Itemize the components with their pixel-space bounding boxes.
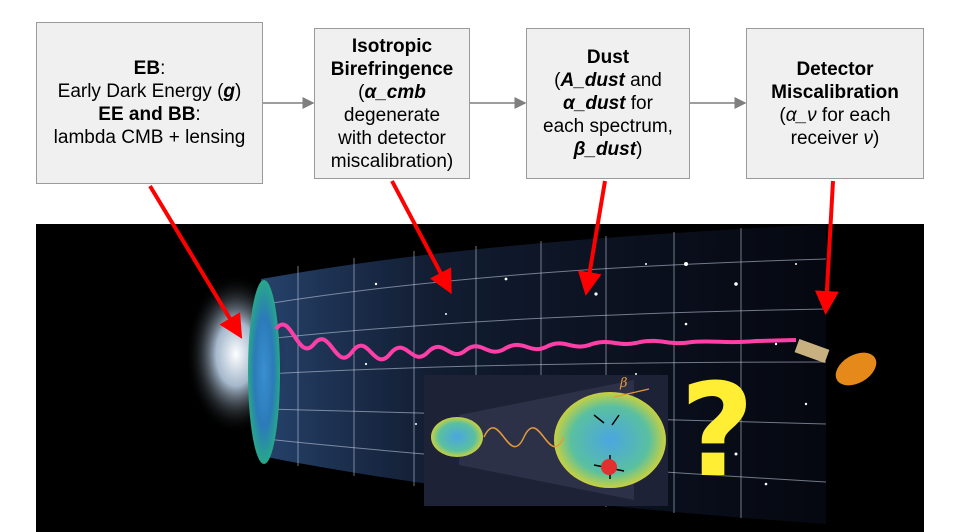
universe-cone bbox=[261, 224, 826, 524]
iso-line4: degenerate bbox=[343, 104, 441, 126]
beta-arrow bbox=[613, 388, 650, 398]
eb-line2: Early Dark Energy (g) bbox=[57, 81, 242, 102]
eb-line1: EB: bbox=[133, 58, 166, 79]
dust-line5: β_dust) bbox=[573, 139, 643, 160]
cmb-sphere bbox=[248, 280, 280, 464]
det-title1: Detector bbox=[796, 58, 874, 80]
dust-line4: each spectrum, bbox=[543, 116, 673, 137]
iso-line5: with detector bbox=[338, 127, 446, 149]
eb-line4: lambda CMB + lensing bbox=[53, 127, 246, 148]
det-line4: receiver ν) bbox=[790, 127, 880, 149]
inset-small-cmb bbox=[431, 417, 483, 457]
det-title2: Miscalibration bbox=[771, 81, 899, 103]
birefringence-inset bbox=[424, 375, 668, 506]
satellite-icon bbox=[794, 338, 877, 386]
box-early-dark-energy: EB: Early Dark Energy (g) EE and BB: lam… bbox=[36, 22, 263, 184]
dust-line2: (A_dust and bbox=[554, 70, 662, 91]
dust-title: Dust bbox=[586, 47, 630, 68]
light-wave bbox=[274, 322, 797, 362]
iso-title2: Birefringence bbox=[330, 58, 454, 80]
iso-title1: Isotropic bbox=[351, 35, 433, 57]
iso-line3: (α_cmb bbox=[358, 81, 426, 103]
beta-label: β bbox=[620, 376, 628, 391]
dust-line3: α_dust for bbox=[563, 93, 653, 114]
inset-wave bbox=[483, 427, 565, 448]
inset-hot-spot bbox=[601, 459, 617, 475]
eb-line3: EE and BB: bbox=[98, 104, 201, 125]
box-dust: Dust (A_dust and α_dust for each spectru… bbox=[526, 28, 690, 179]
box-detector-miscalibration: Detector Miscalibration (α_ν for each re… bbox=[746, 28, 924, 179]
box-isotropic-birefringence: Isotropic Birefringence (α_cmb degenerat… bbox=[314, 28, 470, 179]
det-line3: (α_ν for each bbox=[779, 104, 891, 126]
question-mark: ? bbox=[680, 357, 755, 506]
inset-large-cmb bbox=[554, 392, 666, 488]
iso-line6: miscalibration) bbox=[330, 150, 454, 172]
